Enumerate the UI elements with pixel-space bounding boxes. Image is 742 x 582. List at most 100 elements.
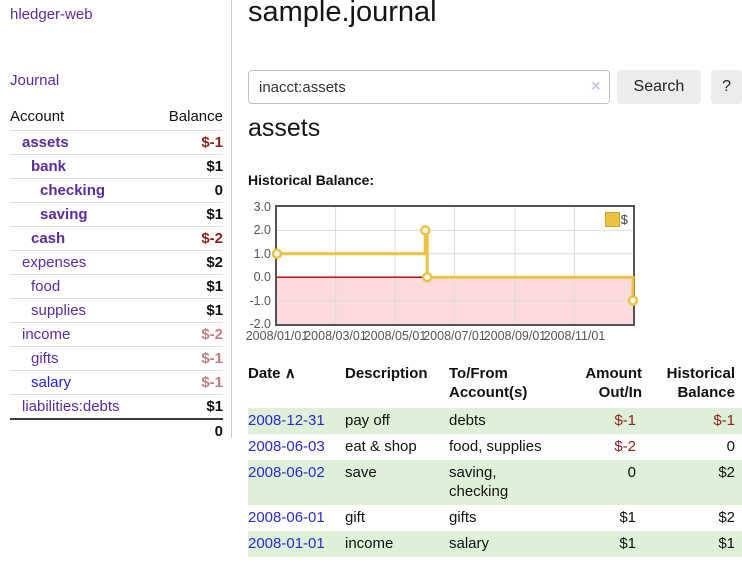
y-axis-tick-label: 3.0: [253, 200, 271, 214]
search-box: ×: [248, 70, 610, 104]
account-balance: $1: [152, 298, 223, 323]
account-balance: $2: [152, 250, 223, 275]
column-header-amount: Amount Out/In: [585, 365, 642, 401]
transaction-amount: $-2: [614, 438, 636, 455]
accounts-table: Account Balance assets $-1 bank $1 check…: [10, 106, 223, 443]
y-axis-tick-label: 0.0: [253, 270, 271, 285]
account-balance: $1: [152, 202, 223, 227]
account-link-income[interactable]: income: [22, 326, 71, 343]
brand-link[interactable]: hledger-web: [10, 6, 93, 23]
column-header-date[interactable]: Date ∧: [248, 365, 296, 382]
account-balance: $-1: [152, 130, 223, 155]
account-row: expenses $2: [10, 250, 223, 275]
help-button[interactable]: ?: [711, 70, 742, 104]
account-row: supplies $1: [10, 298, 223, 323]
y-axis-tick-label: 1.0: [253, 246, 271, 261]
transaction-description: income: [345, 535, 394, 552]
account-link-expenses[interactable]: expenses: [22, 254, 87, 271]
historical-balance-chart: $ 3.0 2.0 1.0 0.0 -1.0 -2.0 2008/01/01 2008/03/…: [246, 200, 742, 350]
transaction-balance: $-1: [713, 412, 735, 429]
account-row: liabilities:debts $1: [10, 394, 223, 420]
transaction-amount: $-1: [614, 412, 636, 429]
accounts-header-balance: Balance: [152, 106, 223, 131]
account-row: saving $1: [10, 202, 223, 227]
register-row: 2008-06-01 gift gifts $1 $2: [248, 505, 742, 531]
register-row: 2008-06-02 save saving, checking 0 $2: [248, 460, 742, 505]
account-row: food $1: [10, 274, 223, 299]
accounts-total-row: 0: [10, 418, 223, 443]
transaction-accounts: food, supplies: [449, 438, 542, 455]
transaction-date-link[interactable]: 2008-12-31: [248, 412, 325, 429]
transaction-date-link[interactable]: 2008-06-02: [248, 464, 325, 481]
y-axis-tick-label: -1.0: [249, 293, 271, 308]
transaction-date-link[interactable]: 2008-01-01: [248, 535, 325, 552]
account-balance: $1: [152, 274, 223, 299]
account-link-bank[interactable]: bank: [31, 158, 67, 175]
y-axis-tick-label: -2.0: [249, 317, 271, 331]
transaction-accounts: debts: [449, 412, 486, 429]
register-row: 2008-01-01 income salary $1 $1: [248, 531, 742, 557]
register-table: Date ∧ Description To/From Account(s) Am…: [248, 362, 742, 557]
account-row: bank $1: [10, 154, 223, 179]
transaction-accounts: gifts: [449, 509, 477, 526]
transaction-date-link[interactable]: 2008-06-01: [248, 509, 325, 526]
transaction-balance: $1: [718, 535, 735, 552]
chart-plot-area: $: [271, 205, 639, 326]
account-heading: assets: [248, 114, 321, 142]
column-header-balance: Historical Balance: [666, 365, 735, 401]
account-link-supplies[interactable]: supplies: [31, 302, 87, 319]
account-link-assets[interactable]: assets: [22, 134, 69, 151]
account-link-liabilities-debts[interactable]: liabilities:debts: [22, 398, 120, 415]
account-row: gifts $-1: [10, 346, 223, 371]
transaction-accounts: salary: [449, 535, 490, 552]
account-row: cash $-2: [10, 226, 223, 251]
chart-legend: $: [604, 212, 628, 227]
account-link-saving[interactable]: saving: [40, 206, 88, 223]
transaction-amount: $1: [619, 509, 636, 526]
transaction-date-link[interactable]: 2008-06-03: [248, 438, 325, 455]
account-link-cash[interactable]: cash: [31, 230, 66, 247]
x-axis-tick-label: 2008/11/01: [543, 329, 606, 343]
page-title: sample.journal: [248, 0, 437, 28]
account-link-gifts[interactable]: gifts: [31, 350, 59, 367]
chart-title: Historical Balance:: [248, 172, 375, 188]
search-button[interactable]: Search: [616, 70, 702, 104]
transaction-description: save: [345, 464, 377, 481]
sort-ascending-icon: ∧: [284, 365, 296, 382]
account-link-checking[interactable]: checking: [40, 182, 106, 199]
account-link-food[interactable]: food: [31, 278, 61, 295]
transaction-amount: $1: [619, 535, 636, 552]
transaction-description: pay off: [345, 412, 390, 429]
register-header-row: Date ∧ Description To/From Account(s) Am…: [248, 362, 742, 408]
accounts-total-value: 0: [152, 418, 223, 443]
main-panel: sample.journal × Search ? assets Histori…: [246, 0, 742, 582]
search-form: × Search ?: [248, 70, 742, 104]
accounts-header-account: Account: [10, 106, 153, 131]
x-axis-tick-label: 2008/05/01: [363, 329, 427, 343]
transaction-description: gift: [345, 509, 366, 526]
account-balance: $1: [152, 154, 223, 179]
account-balance: 0: [152, 178, 223, 203]
account-balance: $-1: [152, 370, 223, 395]
account-balance: $-2: [152, 322, 223, 347]
column-header-accounts: To/From Account(s): [449, 365, 528, 401]
sidebar: hledger-web Journal Account Balance asse…: [0, 0, 232, 443]
account-balance: $1: [152, 394, 223, 420]
register-row: 2008-12-31 pay off debts $-1 $-1: [248, 408, 742, 434]
clear-search-icon[interactable]: ×: [591, 78, 601, 95]
account-link-salary[interactable]: salary: [31, 374, 72, 391]
sidebar-item-journal[interactable]: Journal: [10, 72, 60, 89]
accounts-header-row: Account Balance: [10, 106, 223, 131]
search-input[interactable]: [248, 70, 610, 104]
account-row: assets $-1: [10, 130, 223, 155]
transaction-accounts: saving, checking: [449, 464, 509, 500]
transaction-amount: 0: [627, 464, 636, 481]
y-axis-tick-label: 2.0: [253, 223, 271, 238]
transaction-description: eat & shop: [345, 438, 417, 455]
x-axis-tick-label: 2008/09/01: [483, 329, 547, 343]
account-balance: $-2: [152, 226, 223, 251]
x-axis-tick-label: 2008/03/01: [304, 329, 367, 343]
transaction-balance: $2: [718, 509, 735, 526]
legend-label: $: [620, 212, 628, 227]
